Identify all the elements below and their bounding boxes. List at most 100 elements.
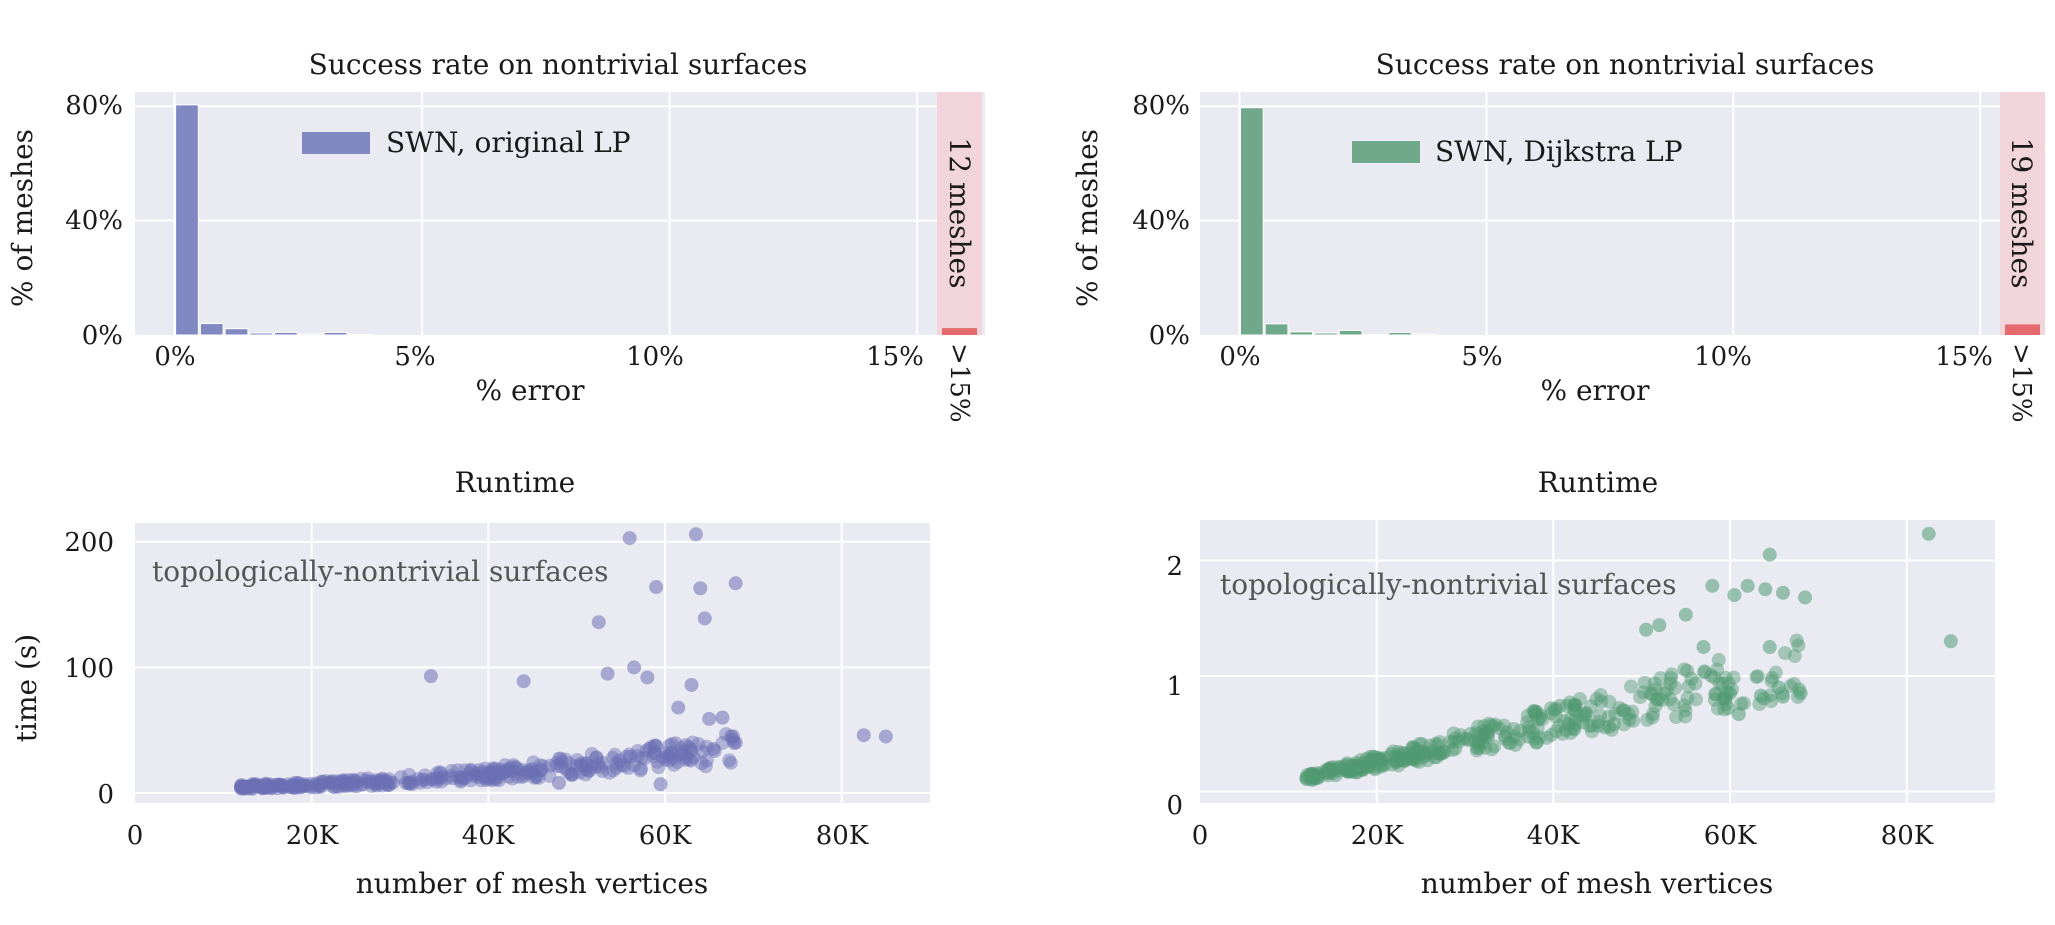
scatter-point (1320, 764, 1335, 779)
scatter-point (323, 775, 338, 790)
scatter-point (1708, 687, 1723, 702)
scatter-point (1648, 698, 1663, 713)
scatter-point (1553, 698, 1568, 713)
overflow-count-label: 12 meshes (943, 138, 976, 289)
scatter-point (1422, 738, 1437, 753)
histogram-bar (1289, 331, 1314, 336)
scatter-point (533, 763, 548, 778)
scatter-point (678, 752, 693, 767)
scatter-point (1688, 692, 1703, 707)
scatter-point (1488, 717, 1503, 732)
scatter-point (1544, 728, 1559, 743)
scatter-point (1391, 751, 1406, 766)
plot-area (1200, 520, 1995, 803)
scatter-point (234, 779, 249, 794)
scatter-point (1436, 745, 1451, 760)
scatter-point (1533, 708, 1548, 723)
scatter-point (288, 780, 303, 795)
scatter-point (1549, 724, 1564, 739)
scatter-point (1305, 768, 1320, 783)
scatter-point (235, 779, 250, 794)
scatter-point (1361, 760, 1376, 775)
scatter-point (265, 780, 280, 795)
scatter-point (639, 743, 654, 758)
scatter-point (293, 780, 308, 795)
scatter-point (453, 773, 468, 788)
scatter-point (1364, 759, 1379, 774)
scatter-point (236, 780, 251, 795)
scatter-point (609, 760, 624, 775)
scatter-point (240, 779, 255, 794)
scatter-point (1410, 747, 1425, 762)
histogram-bar (1338, 329, 1363, 336)
scatter-point (432, 765, 447, 780)
scatter-point (463, 765, 478, 780)
overflow-bar (2005, 324, 2040, 335)
scatter-point (346, 775, 361, 790)
scatter-point (248, 778, 263, 793)
scatter-point (1343, 760, 1358, 775)
scatter-point (312, 778, 327, 793)
scatter-point (381, 778, 396, 793)
scatter-point (1364, 754, 1379, 769)
scatter-point (1558, 723, 1573, 738)
scatter-point (290, 778, 305, 793)
y-tick-100: 100 (64, 654, 114, 684)
scatter-point (1789, 633, 1804, 648)
scatter-point (480, 771, 495, 786)
scatter-point (1410, 742, 1425, 757)
scatter-point (1663, 692, 1678, 707)
scatter-point (1567, 702, 1582, 717)
scatter-point (257, 781, 272, 796)
scatter-point (433, 766, 448, 781)
scatter-point (1668, 680, 1683, 695)
scatter-point (674, 740, 689, 755)
scatter-point (508, 759, 523, 774)
chart-title: Runtime (1538, 466, 1658, 499)
scatter-point (1719, 697, 1734, 712)
scatter-point (450, 763, 465, 778)
scatter-point (1372, 752, 1387, 767)
scatter-point (1529, 735, 1544, 750)
grid (1200, 520, 1995, 803)
scatter-point (1563, 725, 1578, 740)
scatter-point (257, 779, 272, 794)
plot-area (1200, 92, 2045, 335)
scatter-point (488, 766, 503, 781)
scatter-point (1652, 618, 1667, 633)
scatter-point (1461, 733, 1476, 748)
scatter-point (1405, 740, 1420, 755)
scatter-point (254, 780, 269, 795)
scatter-point (1308, 771, 1323, 786)
scatter-point (1645, 687, 1660, 702)
scatter-point (434, 774, 449, 789)
scatter-point (1477, 719, 1492, 734)
scatter-point (273, 777, 288, 792)
scatter-point (267, 778, 282, 793)
scatter-point (276, 780, 291, 795)
scatter-point (1497, 729, 1512, 744)
scatter-point (1340, 756, 1355, 771)
scatter-point (1621, 706, 1636, 721)
scatter-point (1710, 662, 1725, 677)
scatter-point (1480, 727, 1495, 742)
scatter-point (686, 749, 701, 764)
scatter-point (234, 781, 249, 796)
scatter-point (1472, 740, 1487, 755)
scatter-point (1921, 526, 1936, 541)
scatter-point (523, 762, 538, 777)
scatter-point (649, 738, 664, 753)
y-axis-label: % of meshes (1071, 129, 1104, 307)
scatter-point (1561, 717, 1576, 732)
scatter-point (1414, 736, 1429, 751)
scatter-point (483, 764, 498, 779)
scatter-point (621, 760, 636, 775)
scatter-point (650, 754, 665, 769)
histogram-bar (249, 332, 274, 336)
scatter-point (327, 780, 342, 795)
scatter-point (1405, 739, 1420, 754)
scatter-point (1323, 761, 1338, 776)
scatter-point (242, 780, 257, 795)
scatter-point (1448, 741, 1463, 756)
scatter-point (467, 767, 482, 782)
